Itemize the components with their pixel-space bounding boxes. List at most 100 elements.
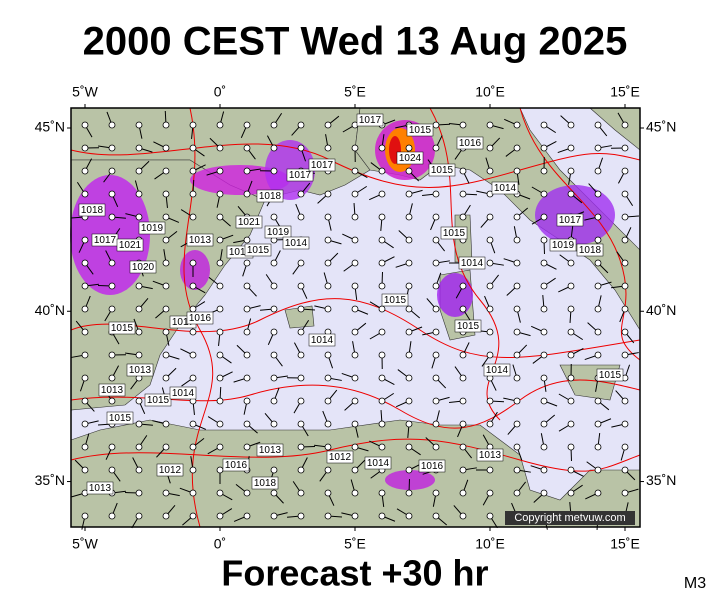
station: [244, 260, 250, 266]
station: [271, 306, 277, 312]
lon-label: 15˚E: [610, 84, 640, 100]
isobar-label: 1019: [552, 240, 575, 251]
station: [487, 306, 493, 312]
station: [271, 398, 277, 404]
station: [190, 375, 196, 381]
station: [217, 398, 223, 404]
station: [271, 214, 277, 220]
station: [514, 490, 520, 496]
station: [298, 352, 304, 358]
station: [82, 421, 88, 427]
station: [271, 168, 277, 174]
station: [406, 375, 412, 381]
station: [136, 421, 142, 427]
station: [595, 490, 601, 496]
isobar-label: 1014: [285, 238, 308, 249]
station: [109, 260, 115, 266]
isobar-label: 1014: [461, 258, 484, 269]
station: [325, 421, 331, 427]
lon-label: 5˚E: [344, 536, 366, 552]
rain-area: [437, 273, 473, 317]
station: [136, 214, 142, 220]
station: [595, 306, 601, 312]
station: [271, 260, 277, 266]
station: [433, 191, 439, 197]
station: [244, 490, 250, 496]
station: [568, 168, 574, 174]
station: [352, 490, 358, 496]
station: [541, 329, 547, 335]
station: [298, 191, 304, 197]
station: [109, 145, 115, 151]
lat-label: 45˚N: [35, 119, 65, 135]
station: [487, 168, 493, 174]
station: [433, 237, 439, 243]
station: [109, 283, 115, 289]
station: [82, 329, 88, 335]
isobar-label: 1013: [189, 235, 212, 246]
isobar-label: 1018: [81, 205, 104, 216]
station: [460, 122, 466, 128]
station: [514, 260, 520, 266]
station: [352, 214, 358, 220]
station: [136, 329, 142, 335]
station: [541, 306, 547, 312]
station: [433, 398, 439, 404]
station: [136, 145, 142, 151]
station: [487, 237, 493, 243]
station: [109, 306, 115, 312]
station: [514, 352, 520, 358]
isobar-label: 1016: [459, 138, 482, 149]
station: [487, 122, 493, 128]
station: [244, 122, 250, 128]
station: [217, 237, 223, 243]
lat-label: 45˚N: [646, 119, 676, 135]
station: [217, 467, 223, 473]
station: [487, 490, 493, 496]
isobar-label: 1017: [559, 215, 582, 226]
station: [487, 283, 493, 289]
station: [595, 122, 601, 128]
lon-label: 15˚E: [610, 536, 640, 552]
station: [433, 375, 439, 381]
station: [379, 168, 385, 174]
station: [379, 191, 385, 197]
station: [163, 168, 169, 174]
station: [136, 513, 142, 519]
station: [325, 513, 331, 519]
station: [622, 122, 628, 128]
station: [136, 398, 142, 404]
station: [325, 145, 331, 151]
station: [460, 513, 466, 519]
station: [244, 145, 250, 151]
station: [379, 283, 385, 289]
station: [460, 283, 466, 289]
station: [109, 467, 115, 473]
station: [568, 490, 574, 496]
station: [433, 490, 439, 496]
station: [460, 191, 466, 197]
station: [190, 421, 196, 427]
station: [406, 467, 412, 473]
station: [298, 145, 304, 151]
station: [217, 513, 223, 519]
isobar-label: 1015: [147, 395, 170, 406]
lon-label: 10˚E: [475, 84, 505, 100]
isobar-label: 1018: [254, 478, 277, 489]
station: [406, 398, 412, 404]
station: [217, 283, 223, 289]
station: [325, 375, 331, 381]
station: [622, 145, 628, 151]
station: [82, 283, 88, 289]
station: [352, 306, 358, 312]
station: [217, 444, 223, 450]
station: [217, 490, 223, 496]
station: [460, 444, 466, 450]
station: [109, 444, 115, 450]
station: [244, 513, 250, 519]
isobar-label: 1019: [267, 227, 290, 238]
station: [352, 191, 358, 197]
station: [244, 283, 250, 289]
station: [325, 237, 331, 243]
